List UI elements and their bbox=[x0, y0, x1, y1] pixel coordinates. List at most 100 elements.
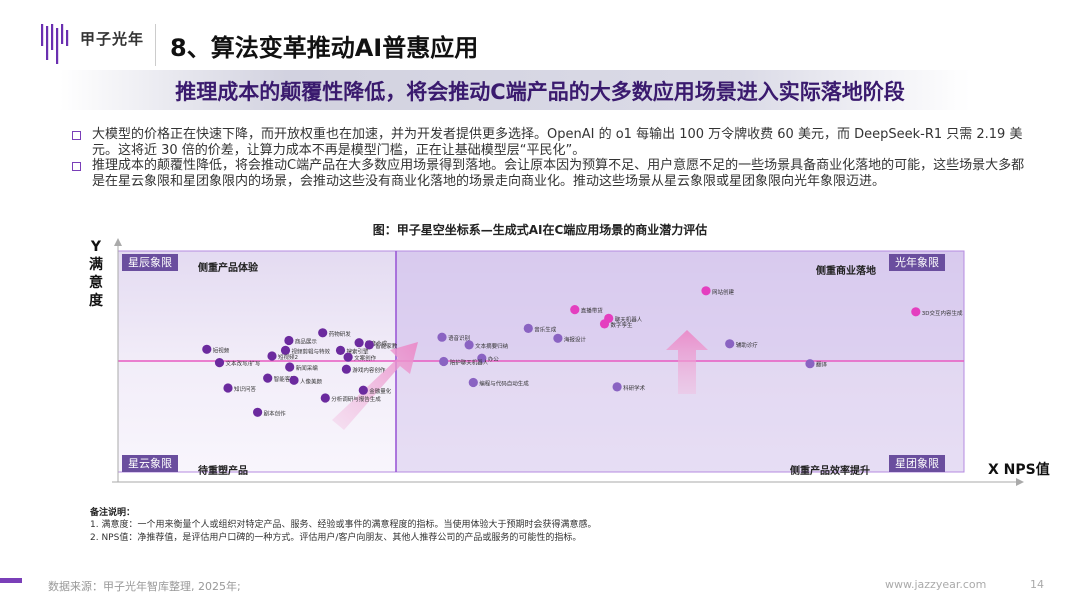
data-point bbox=[320, 393, 330, 403]
data-point bbox=[437, 332, 447, 342]
data-point bbox=[612, 382, 622, 392]
data-point-label: 语音合成 bbox=[365, 340, 388, 348]
logo-icon bbox=[41, 24, 69, 64]
data-point bbox=[280, 345, 291, 355]
bullet-square-icon bbox=[72, 162, 81, 171]
data-point-label: 短视频2 bbox=[278, 353, 298, 361]
data-point-label: 文本改写/扩写 bbox=[226, 360, 261, 368]
data-point bbox=[263, 373, 273, 383]
data-point-label: 网站创建 bbox=[712, 288, 735, 296]
data-point-label: 陪护聊天机器人 bbox=[450, 359, 489, 367]
footer-accent-bar bbox=[0, 578, 22, 583]
quadrant-tag-bottom-left: 星云象限 bbox=[122, 455, 178, 472]
data-point bbox=[285, 362, 295, 372]
data-point-label: 聊天机器人 bbox=[615, 315, 643, 323]
chart-title: 图：甲子星空坐标系—生成式AI在C端应用场景的商业潜力评估 bbox=[372, 223, 708, 237]
data-point bbox=[805, 359, 815, 369]
logo-text: 甲子光年 bbox=[80, 30, 145, 48]
data-point bbox=[289, 375, 299, 385]
data-point-label: 知识问答 bbox=[234, 385, 257, 393]
footer-source: 数据来源：甲子光年智库整理, 2025年; bbox=[48, 580, 241, 593]
data-point bbox=[253, 407, 263, 417]
data-point bbox=[284, 335, 294, 346]
page-title: 8、算法变革推动AI普惠应用 bbox=[170, 34, 479, 62]
data-point-label: 办公 bbox=[488, 355, 500, 363]
bullet-text: 推理成本的颠覆性降低，将会推动C端产品在大多数应用场景得到落地。会让原本因为预算… bbox=[92, 158, 1025, 189]
note-item: 2. NPS值：净推荐值，是评估用户口碑的一种方式。评估用户/客户向朋友、其他人… bbox=[90, 533, 582, 543]
data-point-label: 新闻采编 bbox=[296, 364, 319, 372]
data-point bbox=[523, 323, 533, 333]
data-point-label: 翻译 bbox=[816, 361, 828, 369]
bullet-item: 大模型的价格正在快速下降，而开放权重也在加速，并为开发者提供更多选择。OpenA… bbox=[72, 127, 1032, 159]
data-point bbox=[318, 328, 328, 338]
data-point-label: 3D交互内容生成 bbox=[922, 309, 963, 317]
data-point bbox=[570, 305, 580, 315]
x-axis-arrow-icon bbox=[1016, 478, 1024, 486]
quadrant-note-bottom-right: 侧重产品效率提升 bbox=[790, 466, 870, 477]
quadrant-tag-top-right: 光年象限 bbox=[889, 254, 945, 271]
data-point-label: 搜索引擎 bbox=[347, 347, 370, 355]
bullet-square-icon bbox=[72, 131, 81, 140]
data-point bbox=[911, 307, 921, 317]
data-point-label: 直播带货 bbox=[581, 307, 604, 315]
data-point bbox=[341, 364, 351, 374]
data-point bbox=[477, 353, 487, 363]
data-point-label: 智能客服 bbox=[274, 375, 297, 383]
page-subtitle: 推理成本的颠覆性降低，将会推动C端产品的大多数应用场景进入实际落地阶段 bbox=[175, 80, 905, 104]
data-point-label: 海报设计 bbox=[564, 335, 587, 343]
data-point bbox=[701, 286, 711, 296]
data-point bbox=[725, 339, 735, 349]
data-point-label: 游戏内容创作 bbox=[352, 366, 386, 374]
data-point bbox=[335, 345, 346, 355]
data-point-label: 金融量化 bbox=[369, 387, 392, 395]
x-axis-label: X NPS值 bbox=[988, 462, 1050, 478]
upward-arrow-icon bbox=[666, 330, 708, 394]
bullet-text: 大模型的价格正在快速下降，而开放权重也在加速，并为开发者提供更多选择。OpenA… bbox=[92, 127, 1023, 158]
data-point bbox=[468, 377, 478, 388]
header-divider bbox=[155, 24, 156, 66]
quadrant-tag-bottom-right: 星团象限 bbox=[889, 455, 945, 472]
data-point-label: 商品展示 bbox=[295, 338, 318, 346]
data-point-label: 短视频 bbox=[213, 346, 230, 354]
data-point-label: 辅助诊疗 bbox=[736, 341, 759, 349]
quadrant-note-bottom-left: 待重塑产品 bbox=[198, 466, 248, 477]
data-point-label: 数字孪生 bbox=[611, 321, 634, 329]
data-point-label: 分析调研与报告生成 bbox=[331, 395, 381, 403]
data-point bbox=[358, 385, 368, 395]
data-point-label: 语音识别 bbox=[448, 334, 470, 342]
data-point-label: 视频剪辑与特效 bbox=[292, 347, 331, 355]
data-point-label: 音乐生成 bbox=[534, 325, 557, 333]
data-point bbox=[202, 344, 212, 354]
subtitle-band bbox=[60, 70, 970, 110]
data-point-label: 剧本创作 bbox=[264, 409, 287, 417]
data-points: 网站创建 3D交互内容生成 直播带货聊天机器人数字孪生音乐生成海报设计辅助诊疗翻译科… bbox=[202, 286, 963, 417]
quadrant-note-top-left: 侧重产品体验 bbox=[198, 263, 258, 274]
data-point-label: 文案创作 bbox=[354, 354, 377, 362]
data-point-label: 文本摘要归纳 bbox=[475, 342, 509, 350]
data-point bbox=[214, 358, 225, 368]
data-point bbox=[354, 338, 364, 348]
data-point bbox=[267, 351, 277, 361]
y-axis-label: Y满意度 bbox=[88, 238, 106, 310]
footer-url: www.jazzyear.com bbox=[885, 578, 987, 591]
quadrant-tag-top-left: 星辰象限 bbox=[122, 254, 178, 271]
data-point-label: 编程与代码自动生成 bbox=[479, 380, 529, 388]
page-number: 14 bbox=[1030, 578, 1044, 591]
data-point bbox=[553, 333, 563, 343]
data-point bbox=[439, 356, 449, 367]
y-axis-label-text: Y满意度 bbox=[89, 239, 103, 309]
data-point-label: 药物研发 bbox=[329, 330, 352, 338]
data-point-label: 科研学术 bbox=[623, 384, 646, 392]
y-axis-arrow-icon bbox=[114, 238, 122, 246]
diagonal-arrow-icon bbox=[332, 342, 418, 430]
data-point-label: 人像美颜 bbox=[300, 377, 323, 385]
data-point bbox=[343, 352, 353, 362]
notes-heading: 备注说明： bbox=[90, 508, 136, 518]
data-point bbox=[223, 383, 233, 393]
data-point bbox=[599, 319, 610, 329]
quadrant-note-top-right: 侧重商业落地 bbox=[816, 266, 876, 277]
bullet-item: 推理成本的颠覆性降低，将会推动C端产品在大多数应用场景得到落地。会让原本因为预算… bbox=[72, 158, 1032, 190]
data-point bbox=[464, 340, 474, 350]
data-point bbox=[364, 340, 374, 350]
